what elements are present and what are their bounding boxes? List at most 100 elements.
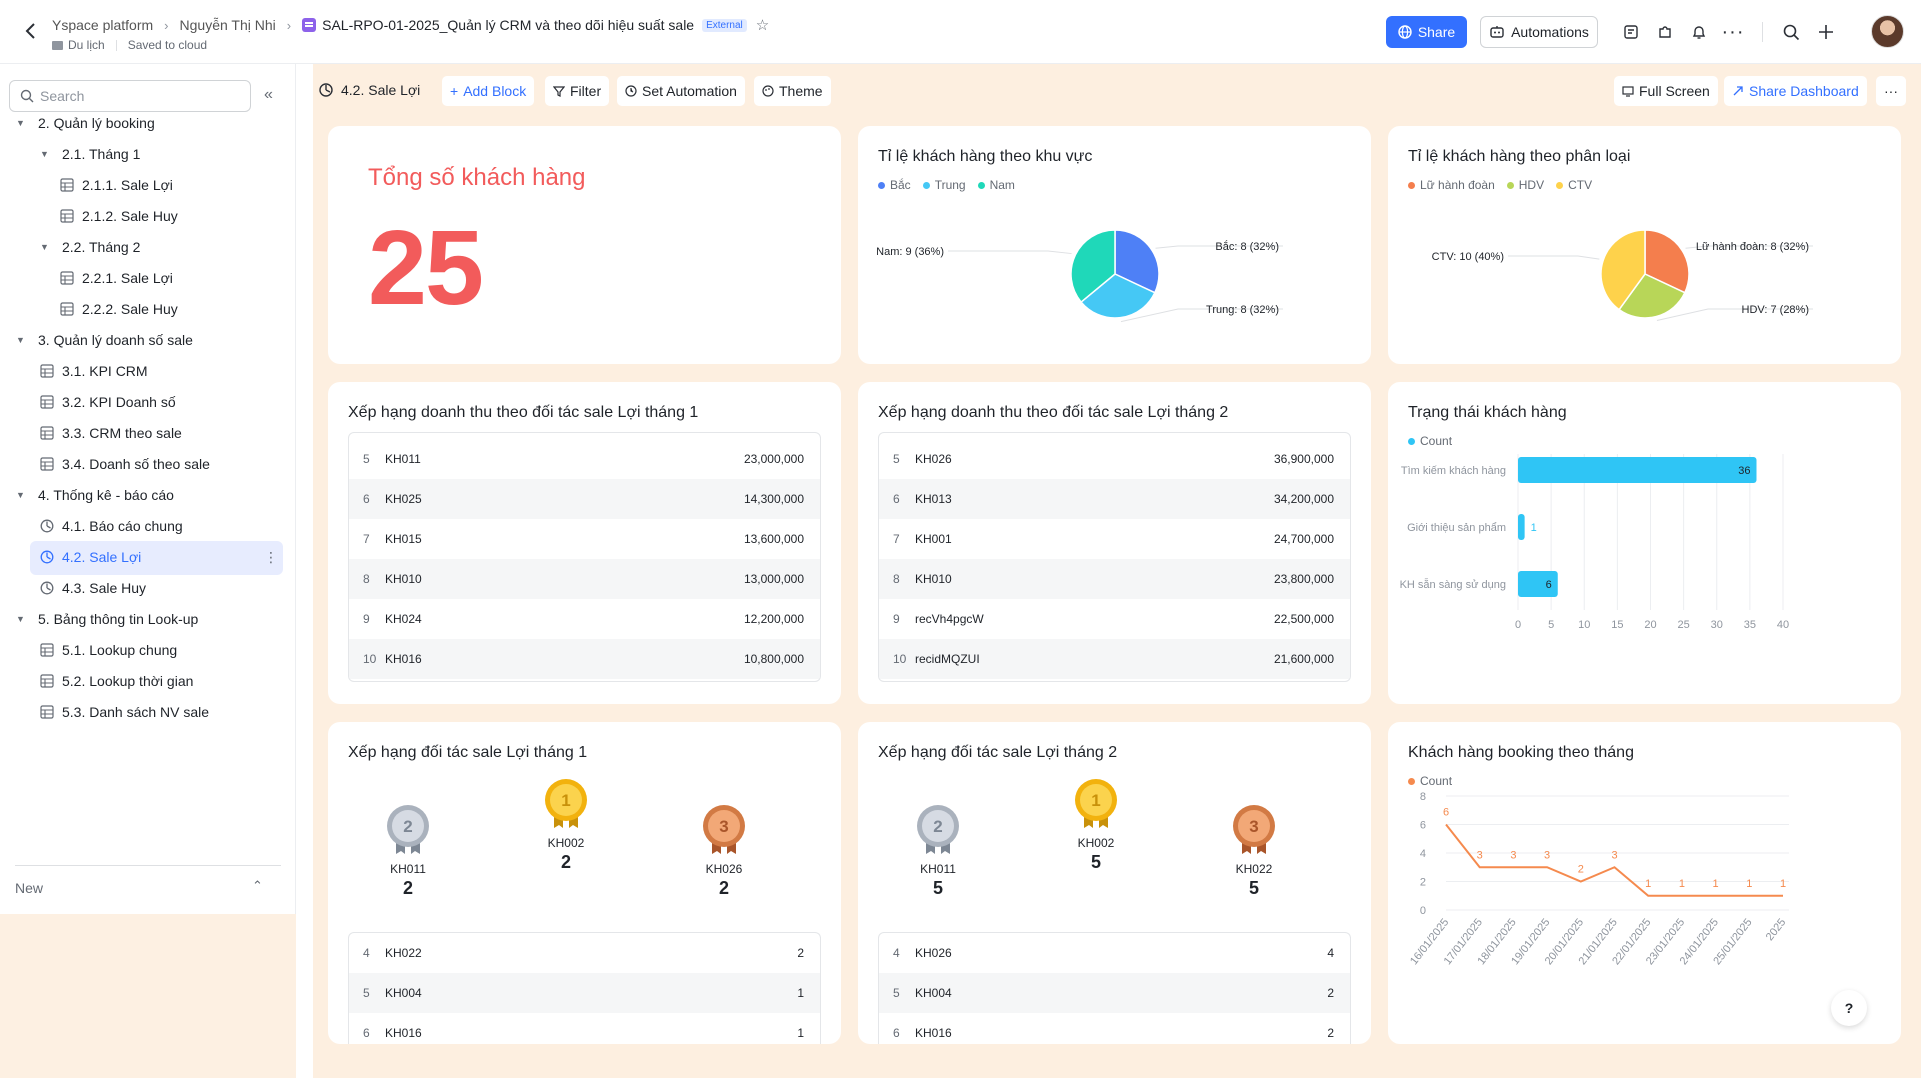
set-automation-button[interactable]: Set Automation [617,76,745,106]
share-button[interactable]: Share [1386,16,1467,48]
legend-item[interactable]: Trung [922,178,966,192]
caret-down-icon[interactable]: ▼ [16,335,25,345]
automations-button[interactable]: Automations [1480,16,1598,48]
caret-down-icon[interactable]: ▼ [40,149,49,159]
sidebar-item[interactable]: ▼ 5. Bảng thông tin Look-up [0,600,296,638]
region-pie-card[interactable]: Tỉ lệ khách hàng theo khu vực Bắc Trung … [858,126,1371,364]
podium-position[interactable]: 2 KH011 2 [368,802,448,899]
chevron-up-icon[interactable]: ⌃ [252,878,263,893]
table-row[interactable]: 7 KH015 13,600,000 [349,519,820,559]
table-row[interactable]: 9 recVh4pgcW 22,500,000 [879,599,1350,639]
booking-by-month-card[interactable]: Khách hàng booking theo tháng Count 0 2 4 6… [1388,722,1901,1044]
table-row[interactable]: 5 KH011 23,000,000 [349,439,820,479]
legend-item[interactable]: Count [1408,774,1452,788]
add-block-button[interactable]: + Add Block [442,76,535,106]
table-row[interactable]: 5 KH026 36,900,000 [879,439,1350,479]
sidebar-item[interactable]: 5.2. Lookup thời gian [0,662,296,700]
breadcrumb-workspace[interactable]: Yspace platform [52,17,154,33]
partner-rank-m1-card[interactable]: Xếp hạng đối tác sale Lợi tháng 1 2 KH011… [328,722,841,1044]
filter-button[interactable]: Filter [545,76,610,106]
legend-item[interactable]: Nam [977,178,1015,192]
podium-position[interactable]: 1 KH002 5 [1056,776,1136,873]
share-dashboard-button[interactable]: Share Dashboard [1724,76,1867,106]
total-customers-card[interactable]: Tổng số khách hàng 25 [328,126,841,364]
podium-position[interactable]: 2 KH011 5 [898,802,978,899]
table-row[interactable]: 5 KH004 1 [349,973,820,1013]
podium-position[interactable]: 3 KH022 5 [1214,802,1294,899]
more-icon[interactable]: ··· [1876,76,1906,106]
more-icon[interactable]: ··· [1721,21,1745,43]
table-row[interactable]: 5 KH004 2 [879,973,1350,1013]
table-row[interactable]: 4 KH022 2 [349,933,820,973]
search-icon[interactable] [1780,21,1802,43]
bell-icon[interactable] [1688,21,1710,43]
sidebar-item[interactable]: 3.4. Doanh số theo sale [0,445,296,483]
table-row[interactable]: 7 KH001 24,700,000 [879,519,1350,559]
breadcrumb-owner[interactable]: Nguyễn Thị Nhi [179,17,276,33]
legend-item[interactable]: HDV [1506,178,1544,192]
doc-title[interactable]: SAL-RPO-01-2025_Quản lý CRM và theo dõi … [322,17,695,33]
sidebar-item[interactable]: ▼ 2. Quản lý booking [0,116,296,142]
revenue-rank-m2-card[interactable]: Xếp hạng doanh thu theo đối tác sale Lợi… [858,382,1371,704]
table-row[interactable]: 6 KH016 2 [879,1013,1350,1044]
sidebar-item[interactable]: 5.3. Danh sách NV sale [0,693,296,731]
sidebar-item[interactable]: ▼ 4. Thống kê - báo cáo [0,476,296,514]
revenue-rank-m2-table[interactable]: 5 KH026 36,900,000 6 KH013 34,200,000 7 KH001 24… [878,432,1351,682]
sidebar-item[interactable]: 2.2.2. Sale Huy [0,290,296,328]
sidebar-item[interactable]: 3.3. CRM theo sale [0,414,296,452]
podium-position[interactable]: 1 KH002 2 [526,776,606,873]
plugin-icon[interactable] [1654,21,1676,43]
partner-rank-m2-card[interactable]: Xếp hạng đối tác sale Lợi tháng 2 2 KH011… [858,722,1371,1044]
sidebar-item[interactable]: 4.2. Sale Lợi ⋮ [0,538,296,576]
sidebar-item[interactable]: 3.2. KPI Doanh số [0,383,296,421]
legend-item[interactable]: CTV [1556,178,1592,192]
pie-leader-line [1656,308,1813,321]
sidebar-item[interactable]: 2.1.1. Sale Lợi [0,166,296,204]
sidebar-item[interactable]: 5.1. Lookup chung [0,631,296,669]
more-icon[interactable]: ⋮ [264,548,278,565]
help-button[interactable]: ? [1831,990,1867,1026]
caret-down-icon[interactable]: ▼ [16,118,25,128]
search-input[interactable]: Search [9,80,251,112]
category-pie-card[interactable]: Tỉ lệ khách hàng theo phân loại Lữ hành … [1388,126,1901,364]
sidebar-item[interactable]: ▼ 3. Quản lý doanh số sale [0,321,296,359]
sidebar-item[interactable]: ▼ 2.1. Tháng 1 [0,135,296,173]
sidebar-item[interactable]: 3.1. KPI CRM [0,352,296,390]
revenue-rank-m1-table[interactable]: 5 KH011 23,000,000 6 KH025 14,300,000 7 KH015 13… [348,432,821,682]
form-icon[interactable] [1620,21,1642,43]
sidebar-item[interactable]: 4.1. Báo cáo chung [0,507,296,545]
folder-name[interactable]: Du lịch [68,38,105,52]
revenue-rank-m1-card[interactable]: Xếp hạng doanh thu theo đối tác sale Lợi… [328,382,841,704]
caret-down-icon[interactable]: ▼ [16,614,25,624]
caret-down-icon[interactable]: ▼ [16,490,25,500]
table-row[interactable]: 10 recidMQZUI 21,600,000 [879,639,1350,679]
partner-rank-m1-table[interactable]: 4 KH022 2 5 KH004 1 6 KH016 1 [348,932,821,1044]
theme-button[interactable]: Theme [754,76,831,106]
sidebar-item[interactable]: 4.3. Sale Huy [0,569,296,607]
table-row[interactable]: 4 KH026 4 [879,933,1350,973]
plus-icon[interactable] [1815,21,1837,43]
sidebar-item[interactable]: ▼ 2.2. Tháng 2 [0,228,296,266]
table-row[interactable]: 8 KH010 13,000,000 [349,559,820,599]
table-row[interactable]: 6 KH013 34,200,000 [879,479,1350,519]
legend-item[interactable]: Count [1408,434,1452,448]
new-section[interactable]: New ⌃ [15,878,285,896]
collapse-sidebar-icon[interactable]: « [264,86,273,103]
podium-position[interactable]: 3 KH026 2 [684,802,764,899]
table-row[interactable]: 10 KH016 10,800,000 [349,639,820,679]
legend-item[interactable]: Lữ hành đoàn [1408,178,1495,192]
full-screen-button[interactable]: Full Screen [1614,76,1718,106]
partner-rank-m2-table[interactable]: 4 KH026 4 5 KH004 2 6 KH016 2 [878,932,1351,1044]
star-icon[interactable]: ☆ [755,17,770,34]
back-arrow-icon[interactable] [20,20,42,42]
table-row[interactable]: 9 KH024 12,200,000 [349,599,820,639]
table-row[interactable]: 6 KH025 14,300,000 [349,479,820,519]
table-row[interactable]: 6 KH016 1 [349,1013,820,1044]
customer-status-card[interactable]: Trạng thái khách hàng Count 0 5 10 15 20 25 30… [1388,382,1901,704]
table-row[interactable]: 8 KH010 23,800,000 [879,559,1350,599]
sidebar-item[interactable]: 2.1.2. Sale Huy [0,197,296,235]
caret-down-icon[interactable]: ▼ [40,242,49,252]
avatar[interactable] [1871,15,1904,48]
legend-item[interactable]: Bắc [878,178,911,192]
sidebar-item[interactable]: 2.2.1. Sale Lợi [0,259,296,297]
